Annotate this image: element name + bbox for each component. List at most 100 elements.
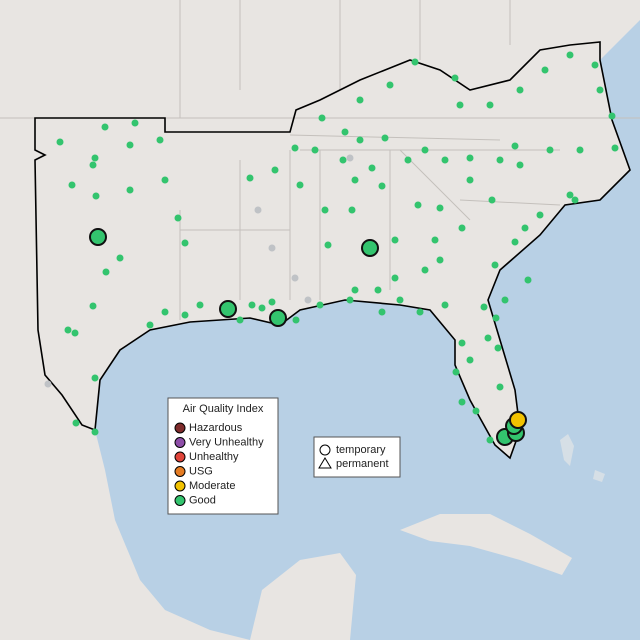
monitor-large: [219, 300, 237, 318]
monitor-dot: [374, 286, 382, 294]
monitor-dot: [391, 236, 399, 244]
shape-legend: temporary permanent: [313, 436, 401, 478]
monitor-dot: [324, 241, 332, 249]
monitor-dot-inactive: [346, 154, 354, 162]
monitor-dot: [292, 316, 300, 324]
monitor-dot: [181, 239, 189, 247]
monitor-dot: [511, 142, 519, 150]
monitor-dot-inactive: [304, 296, 312, 304]
monitor-dot: [318, 114, 326, 122]
monitor-dot: [511, 238, 519, 246]
monitor-dot: [181, 311, 189, 319]
monitor-dot: [311, 146, 319, 154]
monitor-dot: [501, 296, 509, 304]
monitor-dot: [368, 164, 376, 172]
monitor-dot: [89, 302, 97, 310]
legend-swatch: [174, 422, 186, 434]
monitor-dot: [196, 301, 204, 309]
monitor-dot: [89, 161, 97, 169]
monitor-dot: [346, 296, 354, 304]
monitor-dot: [56, 138, 64, 146]
monitor-dot: [466, 154, 474, 162]
monitor-dot: [516, 161, 524, 169]
monitor-dot: [404, 156, 412, 164]
monitor-dot: [126, 141, 134, 149]
monitor-dot: [452, 368, 460, 376]
monitor-dot: [521, 224, 529, 232]
monitor-dot: [431, 236, 439, 244]
monitor-dot: [421, 266, 429, 274]
monitor-dot: [541, 66, 549, 74]
monitor-dot: [546, 146, 554, 154]
legend-label: Very Unhealthy: [189, 436, 264, 448]
monitor-dot: [156, 136, 164, 144]
monitor-dot: [496, 383, 504, 391]
monitor-dot: [611, 144, 619, 152]
monitor-large: [509, 411, 527, 429]
monitor-dot: [486, 436, 494, 444]
monitor-dot: [378, 182, 386, 190]
monitor-dot: [566, 51, 574, 59]
monitor-dot: [524, 276, 532, 284]
monitor-large: [269, 309, 287, 327]
monitor-dot: [458, 224, 466, 232]
shape-label: permanent: [336, 458, 389, 470]
monitor-dot: [101, 123, 109, 131]
monitor-dot: [131, 119, 139, 127]
triangle-symbol: [318, 457, 332, 469]
legend-swatch: [174, 495, 186, 506]
monitor-dot: [576, 146, 584, 154]
monitor-dot: [291, 144, 299, 152]
monitor-dot: [64, 326, 72, 334]
monitor-dot: [421, 146, 429, 154]
shape-legend-box: [313, 436, 401, 478]
monitor-dot: [321, 206, 329, 214]
monitor-dot: [436, 256, 444, 264]
monitor-dot: [381, 134, 389, 142]
monitor-dot: [91, 428, 99, 436]
yucatan: [250, 553, 356, 640]
monitor-dot: [316, 301, 324, 309]
monitor-dot: [396, 296, 404, 304]
monitor-dot: [246, 174, 254, 182]
monitor-dot: [378, 308, 386, 316]
legend-label: Good: [189, 494, 216, 506]
monitor-dot: [174, 214, 182, 222]
monitor-dot: [296, 181, 304, 189]
monitor-dot: [472, 407, 480, 415]
monitor-dot: [271, 166, 279, 174]
monitor-dot: [356, 136, 364, 144]
monitor-dot: [72, 419, 80, 427]
monitor-dot: [351, 176, 359, 184]
monitor-dot-inactive: [268, 244, 276, 252]
circle-symbol: [319, 444, 331, 456]
monitor-dot-inactive: [44, 380, 52, 388]
monitor-dot: [566, 191, 574, 199]
monitor-dot: [236, 316, 244, 324]
monitor-dot: [258, 304, 266, 312]
monitor-dot: [496, 156, 504, 164]
monitor-dot: [486, 101, 494, 109]
monitor-dot: [466, 356, 474, 364]
monitor-dot: [591, 61, 599, 69]
legend-swatch: [174, 480, 186, 492]
monitor-dot: [596, 86, 604, 94]
monitor-dot: [102, 268, 110, 276]
monitor-dot: [536, 211, 544, 219]
monitor-dot: [484, 334, 492, 342]
monitor-dot: [116, 254, 124, 262]
monitor-dot: [488, 196, 496, 204]
legend-label: Moderate: [189, 480, 235, 492]
monitor-dot: [161, 176, 169, 184]
monitor-dot: [480, 303, 488, 311]
monitor-dot: [436, 204, 444, 212]
legend-label: USG: [189, 465, 213, 477]
monitor-dot: [441, 156, 449, 164]
monitor-dot: [456, 101, 464, 109]
monitor-dot: [341, 128, 349, 136]
monitor-dot: [491, 261, 499, 269]
monitor-dot: [391, 274, 399, 282]
aqi-legend: Air Quality Index Hazardous Very Unhealth…: [167, 397, 279, 515]
legend-box: [167, 397, 279, 515]
